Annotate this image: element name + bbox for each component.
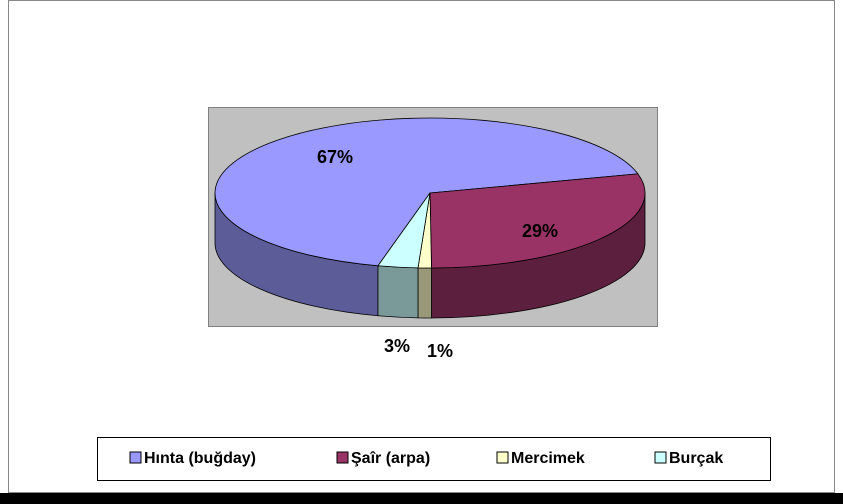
data-label: 1%	[427, 341, 453, 361]
data-label: 3%	[384, 336, 410, 356]
legend-swatch	[129, 451, 142, 464]
bottom-bar	[0, 493, 843, 504]
data-label: 29%	[522, 221, 558, 241]
slice	[377, 192, 431, 269]
legend-label: Burçak	[669, 450, 723, 467]
legend-label: Hınta (buğday)	[144, 450, 256, 467]
legend-swatch	[496, 451, 509, 464]
slice	[429, 173, 646, 269]
slice-side	[377, 265, 419, 319]
legend-swatch	[336, 451, 349, 464]
legend-label: Mercimek	[511, 450, 585, 467]
data-label: 67%	[317, 147, 353, 167]
slice	[214, 117, 639, 267]
slice-side	[417, 267, 432, 319]
legend-label: Şaîr (arpa)	[351, 450, 430, 467]
legend-swatch	[654, 451, 667, 464]
